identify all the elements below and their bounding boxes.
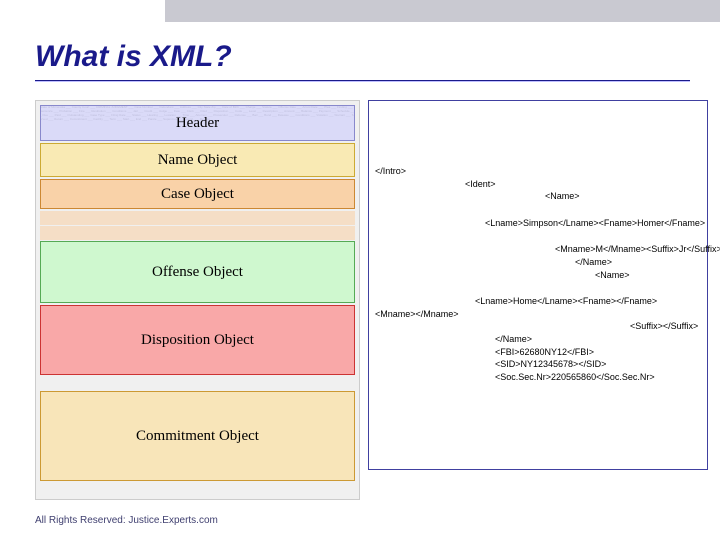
- header-object-box: Header: [40, 105, 355, 141]
- title-divider: [35, 80, 690, 82]
- case-extension-2: [40, 226, 355, 240]
- name-object-box: Name Object: [40, 143, 355, 177]
- xml-line: <Name>: [375, 269, 701, 282]
- xml-line: <FBI>62680NY12</FBI>: [375, 346, 701, 359]
- commitment-object-label: Commitment Object: [136, 428, 259, 445]
- footer-text: All Rights Reserved: Justice.Experts.com: [35, 515, 218, 526]
- case-extension-1: [40, 211, 355, 225]
- top-bar: [165, 0, 720, 22]
- xml-line: <SID>NY12345678></SID>: [375, 358, 701, 371]
- xml-line: <Lname>Simpson</Lname><Fname>Homer</Fnam…: [375, 217, 701, 230]
- case-object-box: Case Object: [40, 179, 355, 209]
- xml-line: <Soc.Sec.Nr>220565860</Soc.Sec.Nr>: [375, 371, 701, 384]
- xml-line: </Intro>: [375, 165, 701, 178]
- xml-fragment: <Lname>Home</Lname><Fname></Fname>: [475, 296, 657, 306]
- xml-line: </Name>: [375, 333, 701, 346]
- offense-object-label: Offense Object: [152, 264, 243, 281]
- xml-line: </Name>: [375, 256, 701, 269]
- xml-line: <Lname>Home</Lname><Fname></Fname>: [375, 295, 701, 308]
- offense-object-box: Offense Object: [40, 241, 355, 303]
- page-title: What is XML?: [35, 40, 232, 74]
- document-preview-panel: State of Minnesota ___ County Court ___ …: [35, 100, 360, 500]
- case-object-label: Case Object: [161, 186, 234, 203]
- commitment-object-box: Commitment Object: [40, 391, 355, 481]
- xml-line: <Ident>: [375, 178, 701, 191]
- xml-code-panel: </Intro> <Ident> <Name> <Lname>Simpson</…: [368, 100, 708, 470]
- xml-line: <Mname></Mname>: [375, 308, 701, 321]
- disposition-object-box: Disposition Object: [40, 305, 355, 375]
- xml-line: <Mname>M</Mname><Suffix>Jr</Suffix>: [375, 243, 701, 256]
- xml-line: <Suffix></Suffix>: [375, 320, 701, 333]
- disposition-object-label: Disposition Object: [141, 332, 254, 349]
- header-object-label: Header: [176, 115, 219, 132]
- name-object-label: Name Object: [158, 152, 238, 169]
- xml-line: <Name>: [375, 190, 701, 203]
